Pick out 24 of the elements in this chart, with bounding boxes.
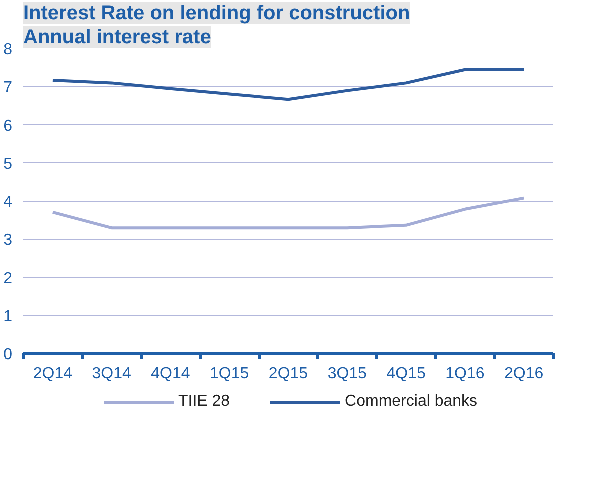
y-tick-label: 7 <box>4 80 13 97</box>
x-tick-label: 4Q15 <box>386 366 426 382</box>
x-tick-label: 3Q15 <box>328 366 368 382</box>
y-tick-label: 6 <box>4 118 13 135</box>
y-tick-label: 2 <box>4 270 13 288</box>
chart-title: Interest Rate on lending for construction <box>24 2 410 24</box>
x-tick-label: 2Q15 <box>268 366 308 382</box>
x-tick-label: 1Q15 <box>210 366 250 382</box>
x-tick-label: 3Q14 <box>92 366 132 382</box>
x-tick-label: 4Q14 <box>151 366 190 382</box>
legend-label: TIIE 28 <box>178 393 230 411</box>
y-tick-label: 1 <box>4 308 13 326</box>
y-tick-label: 0 <box>4 346 13 364</box>
y-tick-label: 8 <box>4 42 13 58</box>
chart-subtitle: Annual interest rate <box>24 26 212 48</box>
x-tick-label: 1Q16 <box>446 366 485 382</box>
y-tick-label: 4 <box>4 194 13 211</box>
y-tick-label: 5 <box>4 156 13 173</box>
line-series <box>51 68 526 102</box>
legend-label: Commercial banks <box>345 393 478 411</box>
x-tick-label: 2Q14 <box>33 366 73 382</box>
x-tick-label: 2Q16 <box>504 366 544 382</box>
y-tick-label: 3 <box>4 232 13 250</box>
line-series <box>51 196 526 230</box>
